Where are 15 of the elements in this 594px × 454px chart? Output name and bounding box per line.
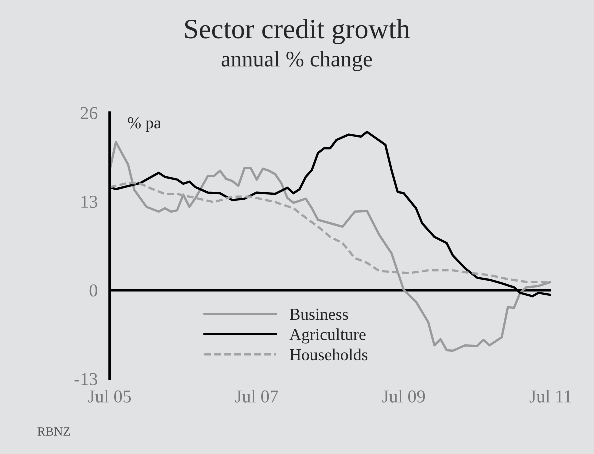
chart-title: Sector credit growth — [185, 19, 410, 44]
x-tick-label: Jul 07 — [236, 390, 278, 403]
legend-label: Households — [290, 348, 368, 361]
x-tick-label: Jul 11 — [530, 390, 572, 403]
y-axis-title: % pa — [128, 117, 162, 132]
legend-label: Agriculture — [290, 328, 366, 344]
chart-subtitle: annual % change — [222, 51, 372, 72]
x-tick-label: Jul 05 — [88, 390, 132, 403]
y-tick-label: -13 — [74, 373, 98, 386]
x-tick-label: Jul 09 — [382, 390, 426, 403]
y-tick-label: 26 — [80, 107, 98, 120]
y-tick-label: 0 — [90, 284, 98, 297]
legend-label: Business — [290, 308, 348, 320]
y-tick-label: 13 — [82, 196, 98, 208]
text: RBNZ — [38, 428, 70, 436]
